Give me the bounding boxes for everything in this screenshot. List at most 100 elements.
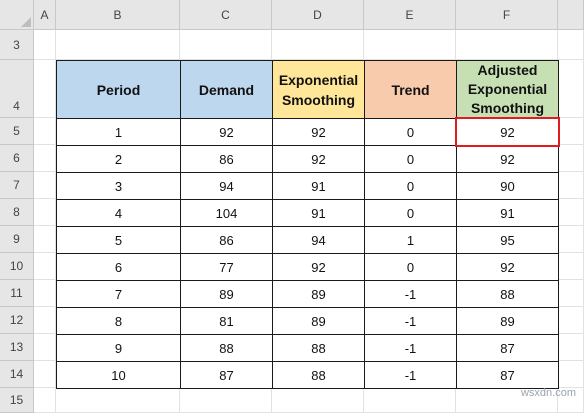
- table-data-cell[interactable]: 0: [364, 118, 457, 146]
- table-data-cell[interactable]: 88: [272, 334, 365, 362]
- table-data-cell[interactable]: 10: [56, 361, 181, 389]
- table-data-cell[interactable]: -1: [364, 334, 457, 362]
- table-data-cell[interactable]: 89: [180, 280, 273, 308]
- grid-cell[interactable]: [34, 118, 56, 145]
- grid-cell[interactable]: [34, 388, 56, 413]
- table-data-cell[interactable]: 92: [180, 118, 273, 146]
- row-header-9[interactable]: 9: [0, 226, 34, 253]
- grid-cell[interactable]: [364, 388, 456, 413]
- grid-cell[interactable]: [364, 30, 456, 60]
- table-header-cell[interactable]: Period: [56, 60, 181, 119]
- column-header-c[interactable]: C: [180, 0, 272, 30]
- table-data-cell[interactable]: 92: [456, 253, 559, 281]
- table-data-cell[interactable]: 2: [56, 145, 181, 173]
- grid-cell[interactable]: [34, 60, 56, 118]
- grid-cell: [558, 307, 584, 334]
- column-header-a[interactable]: A: [34, 0, 56, 30]
- table-data-cell[interactable]: -1: [364, 307, 457, 335]
- table-data-cell[interactable]: 90: [456, 172, 559, 200]
- row-header-11[interactable]: 11: [0, 280, 34, 307]
- table-data-cell[interactable]: 92: [272, 118, 365, 146]
- grid-cell[interactable]: [34, 334, 56, 361]
- table-data-cell[interactable]: -1: [364, 361, 457, 389]
- table-data-cell[interactable]: 1: [56, 118, 181, 146]
- table-data-cell[interactable]: 0: [364, 172, 457, 200]
- table-data-cell[interactable]: 94: [272, 226, 365, 254]
- table-data-cell[interactable]: 92: [456, 145, 559, 173]
- row-header-8[interactable]: 8: [0, 199, 34, 226]
- table-data-cell[interactable]: 8: [56, 307, 181, 335]
- table-header-cell[interactable]: Trend: [364, 60, 457, 119]
- table-data-cell[interactable]: 86: [180, 145, 273, 173]
- row-header-12[interactable]: 12: [0, 307, 34, 334]
- grid-cell[interactable]: [180, 30, 272, 60]
- table-data-cell[interactable]: 92: [456, 118, 559, 146]
- row-header-14[interactable]: 14: [0, 361, 34, 388]
- column-header-f[interactable]: F: [456, 0, 558, 30]
- table-data-cell[interactable]: 91: [272, 199, 365, 227]
- table-data-cell[interactable]: 5: [56, 226, 181, 254]
- table-data-cell[interactable]: 104: [180, 199, 273, 227]
- table-data-cell[interactable]: 88: [272, 361, 365, 389]
- table-data-cell[interactable]: 87: [456, 361, 559, 389]
- table-data-cell[interactable]: 7: [56, 280, 181, 308]
- row-header-5[interactable]: 5: [0, 118, 34, 145]
- table-data-cell[interactable]: 89: [272, 280, 365, 308]
- grid-cell: [558, 30, 584, 60]
- table-data-cell[interactable]: 89: [272, 307, 365, 335]
- grid-cell[interactable]: [180, 388, 272, 413]
- row-header-4[interactable]: 4: [0, 60, 34, 118]
- grid-cell[interactable]: [34, 307, 56, 334]
- table-data-cell[interactable]: 0: [364, 199, 457, 227]
- table-data-cell[interactable]: 3: [56, 172, 181, 200]
- grid-cell[interactable]: [34, 145, 56, 172]
- grid-cell[interactable]: [34, 172, 56, 199]
- table-data-cell[interactable]: 87: [180, 361, 273, 389]
- table-data-cell[interactable]: 77: [180, 253, 273, 281]
- grid-cell[interactable]: [56, 388, 180, 413]
- table-data-cell[interactable]: 81: [180, 307, 273, 335]
- table-data-cell[interactable]: 0: [364, 145, 457, 173]
- table-data-cell[interactable]: 86: [180, 226, 273, 254]
- row-header-3[interactable]: 3: [0, 30, 34, 60]
- table-data-cell[interactable]: 91: [272, 172, 365, 200]
- column-header-e[interactable]: E: [364, 0, 456, 30]
- table-data-cell[interactable]: 89: [456, 307, 559, 335]
- table-data-cell[interactable]: 95: [456, 226, 559, 254]
- table-header-cell[interactable]: Exponential Smoothing: [272, 60, 365, 119]
- grid-cell[interactable]: [34, 253, 56, 280]
- row-header-7[interactable]: 7: [0, 172, 34, 199]
- column-header-d[interactable]: D: [272, 0, 364, 30]
- table-header-cell[interactable]: Demand: [180, 60, 273, 119]
- table-data-cell[interactable]: -1: [364, 280, 457, 308]
- table-data-cell[interactable]: 88: [456, 280, 559, 308]
- grid-cell[interactable]: [34, 226, 56, 253]
- table-data-cell[interactable]: 6: [56, 253, 181, 281]
- grid-cell[interactable]: [56, 30, 180, 60]
- grid-cell[interactable]: [34, 30, 56, 60]
- grid-cell[interactable]: [34, 361, 56, 388]
- grid-cell[interactable]: [34, 280, 56, 307]
- row-header-10[interactable]: 10: [0, 253, 34, 280]
- column-header-b[interactable]: B: [56, 0, 180, 30]
- grid-cell[interactable]: [272, 388, 364, 413]
- table-header-cell[interactable]: Adjusted Exponential Smoothing: [456, 60, 559, 119]
- select-all-corner[interactable]: [0, 0, 34, 30]
- table-data-cell[interactable]: 94: [180, 172, 273, 200]
- grid-cell[interactable]: [34, 199, 56, 226]
- table-data-cell[interactable]: 4: [56, 199, 181, 227]
- table-data-cell[interactable]: 87: [456, 334, 559, 362]
- grid-cell[interactable]: [456, 30, 558, 60]
- row-header-6[interactable]: 6: [0, 145, 34, 172]
- row-header-15[interactable]: 15: [0, 388, 34, 413]
- table-data-cell[interactable]: 0: [364, 253, 457, 281]
- row-header-13[interactable]: 13: [0, 334, 34, 361]
- table-data-cell[interactable]: 88: [180, 334, 273, 362]
- table-data-cell[interactable]: 91: [456, 199, 559, 227]
- table-data-cell[interactable]: 1: [364, 226, 457, 254]
- table-data-cell[interactable]: 9: [56, 334, 181, 362]
- table-data-cell[interactable]: 92: [272, 145, 365, 173]
- grid-cell[interactable]: [272, 30, 364, 60]
- table-data-cell[interactable]: 92: [272, 253, 365, 281]
